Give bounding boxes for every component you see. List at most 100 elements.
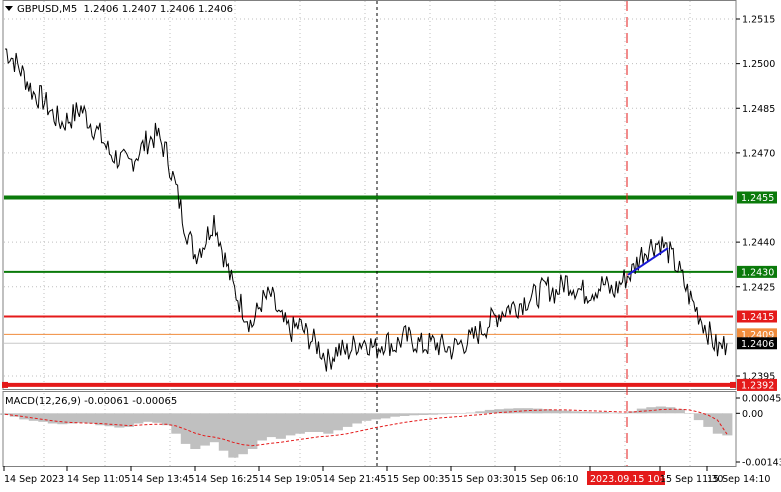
time-tick-label: 14 Sep 11:05 <box>67 474 130 485</box>
level-tag-label: 1.2406 <box>741 339 774 350</box>
macd-histogram-bar <box>142 413 153 422</box>
time-tick-label: 15 Sep 00:35 <box>387 474 450 485</box>
macd-histogram-bar <box>152 413 163 423</box>
level-tag-bg <box>737 378 777 391</box>
macd-histogram-bar <box>475 411 486 414</box>
time-tick-label: 15 Sep 03:30 <box>451 474 514 485</box>
macd-histogram-bar <box>85 413 96 424</box>
price-tick-label: 1.2470 <box>742 148 775 159</box>
macd-histogram-bar <box>171 413 182 434</box>
macd-histogram-bar <box>494 409 505 414</box>
macd-histogram-bar <box>247 413 258 449</box>
macd-histogram-bar <box>437 413 448 415</box>
price-tick-label: 1.2515 <box>742 15 775 26</box>
macd-histogram-bar <box>674 409 685 414</box>
time-tick-label: 15 Sep 11:30 <box>660 474 723 485</box>
time-tick-label: 14 Sep 2023 <box>4 474 64 485</box>
macd-histogram-bar <box>180 413 191 444</box>
time-tick-label: 14 Sep 21:45 <box>323 474 386 485</box>
macd-histogram-bar <box>104 413 115 427</box>
macd-histogram-bar <box>304 413 315 432</box>
macd-histogram-bar <box>684 413 695 414</box>
macd-histogram-bar <box>332 413 343 431</box>
dropdown-triangle-icon[interactable] <box>5 6 13 11</box>
macd-histogram-bar <box>446 413 457 414</box>
macd-histogram-bar <box>456 413 467 414</box>
macd-histogram-bar <box>370 413 381 420</box>
time-tick-label: 14 Sep 13:45 <box>131 474 194 485</box>
macd-histogram-bar <box>570 411 581 414</box>
macd-histogram-bar <box>218 413 229 451</box>
macd-histogram-bar <box>627 411 638 414</box>
macd-histogram-bar <box>427 413 438 415</box>
price-pane-border <box>2 0 737 390</box>
macd-histogram-bar <box>722 413 733 436</box>
trend-line[interactable] <box>627 247 669 276</box>
ohlc-values: 1.2406 1.2407 1.2406 1.2406 <box>83 4 234 15</box>
level-handle <box>2 381 8 388</box>
macd-tick-label: 0.00045 <box>742 394 781 405</box>
macd-histogram-bar <box>636 408 647 414</box>
price-tick-label: 1.2440 <box>742 238 775 249</box>
macd-histogram-bar <box>560 410 571 414</box>
time-tick-label-highlight: 2023.09.15 10:50 <box>590 474 675 485</box>
macd-histogram-bar <box>361 413 372 421</box>
macd-histogram-bar <box>712 413 723 434</box>
grid-lines <box>4 1 733 466</box>
macd-plot <box>0 406 733 458</box>
level-tag-bg <box>737 310 777 323</box>
macd-histogram-bar <box>161 413 172 426</box>
macd-pane-border <box>2 391 737 467</box>
macd-histogram-bar <box>703 413 714 427</box>
macd-tick-label: 0.00 <box>742 409 763 420</box>
macd-histogram-bar <box>541 409 552 414</box>
time-tick-label: 14 Sep 16:25 <box>195 474 258 485</box>
level-lines <box>2 195 736 388</box>
price-series-line <box>4 48 728 372</box>
macd-histogram-bar <box>256 413 267 441</box>
macd-histogram-bar <box>95 413 106 426</box>
macd-histogram-bar <box>665 407 676 414</box>
price-tick-label: 1.2485 <box>742 104 775 115</box>
macd-histogram-bar <box>532 408 543 414</box>
macd-histogram-bar <box>133 413 144 424</box>
macd-histogram-bar <box>275 413 286 439</box>
macd-histogram-bar <box>418 413 429 415</box>
macd-histogram-bar <box>389 413 400 417</box>
macd-histogram-bar <box>484 409 495 414</box>
time-tick-label: 15 Sep 06:10 <box>515 474 578 485</box>
macd-histogram-bar <box>190 413 201 449</box>
macd-histogram-bar <box>76 413 87 423</box>
macd-histogram-bar <box>28 413 39 421</box>
macd-histogram-bar <box>285 413 296 436</box>
level-tag-bg <box>737 337 777 350</box>
chart-header: GBPUSD,M5 1.2406 1.2407 1.2406 1.2406 <box>5 4 233 15</box>
macd-histogram-bar <box>57 413 68 425</box>
macd-histogram-bar <box>266 413 277 438</box>
macd-histogram-bar <box>551 409 562 414</box>
vertical-markers <box>376 1 628 466</box>
macd-histogram-bar <box>693 413 704 421</box>
macd-histogram-bar <box>408 413 419 416</box>
time-axis: 14 Sep 2023 14 Sep 11:05 14 Sep 13:45 14 Se… <box>3 466 770 485</box>
macd-histogram-bar <box>47 413 58 424</box>
price-tick-label: 1.2395 <box>742 372 775 383</box>
time-tick-label: 15 Sep 14:10 <box>707 474 770 485</box>
macd-histogram-bar <box>38 413 49 422</box>
macd-histogram-bar <box>313 413 324 432</box>
macd-histogram-bar <box>608 412 619 414</box>
time-tick-label: 14 Sep 19:05 <box>259 474 322 485</box>
level-tag-label: 1.2455 <box>741 193 774 204</box>
macd-tick-label: -0.00143 <box>742 458 781 469</box>
macd-histogram-bar <box>522 408 533 414</box>
macd-histogram-bar <box>342 413 353 427</box>
macd-histogram-bar <box>465 412 476 414</box>
macd-axis: 0.00045 0.00 -0.00143 <box>736 394 781 469</box>
level-tag-bg <box>737 191 777 204</box>
level-tag-bg <box>737 265 777 278</box>
level-handle <box>730 381 736 388</box>
macd-histogram-bar <box>598 412 609 414</box>
